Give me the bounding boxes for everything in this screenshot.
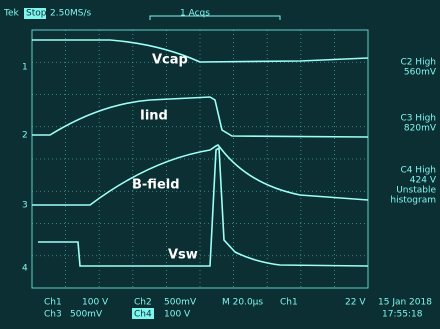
- readout: 424 V: [410, 176, 437, 186]
- brand: Tek: [3, 9, 20, 19]
- footer-item: 22 V: [345, 298, 366, 308]
- footer-item: 500mV: [70, 310, 103, 320]
- footer-item: 500mV: [164, 298, 197, 308]
- channel-marker: 3: [22, 201, 28, 211]
- trace-label: Iind: [140, 109, 168, 124]
- readout: C4 High: [400, 166, 436, 176]
- footer-item: Ch2: [134, 298, 152, 308]
- trace-label: B-field: [132, 178, 180, 193]
- scope-screen: Tek Stop 2.50MS/s 1 Acqs 1 2 3 4 Vcap Ii…: [0, 0, 440, 329]
- readout: histogram: [390, 196, 436, 206]
- channel-marker: 2: [22, 131, 28, 141]
- footer-item: 100 V: [82, 298, 109, 308]
- acquisitions: 1 Acqs: [180, 9, 210, 19]
- footer-item: Ch1: [44, 298, 62, 308]
- readout: Unstable: [396, 186, 436, 196]
- channel-marker: 1: [22, 63, 28, 73]
- footer-item: Ch3: [44, 310, 62, 320]
- readout: C3 High: [400, 114, 436, 124]
- footer-item: 100 V: [164, 310, 191, 320]
- footer-item: M 20.0µs: [222, 298, 263, 308]
- footer-item: Ch1: [280, 298, 298, 308]
- state: Stop: [26, 9, 47, 19]
- readout: 820mV: [404, 124, 437, 134]
- time: 17:55:18: [382, 310, 423, 320]
- readout: 560mV: [404, 68, 437, 78]
- footer-item: Ch4: [134, 310, 152, 320]
- date: 15 Jan 2018: [378, 298, 432, 308]
- trace-label: Vcap: [152, 53, 188, 68]
- trace-label: Vsw: [168, 248, 198, 263]
- channel-marker: 4: [22, 264, 28, 274]
- sample-rate: 2.50MS/s: [50, 9, 92, 19]
- readout: C2 High: [400, 58, 436, 68]
